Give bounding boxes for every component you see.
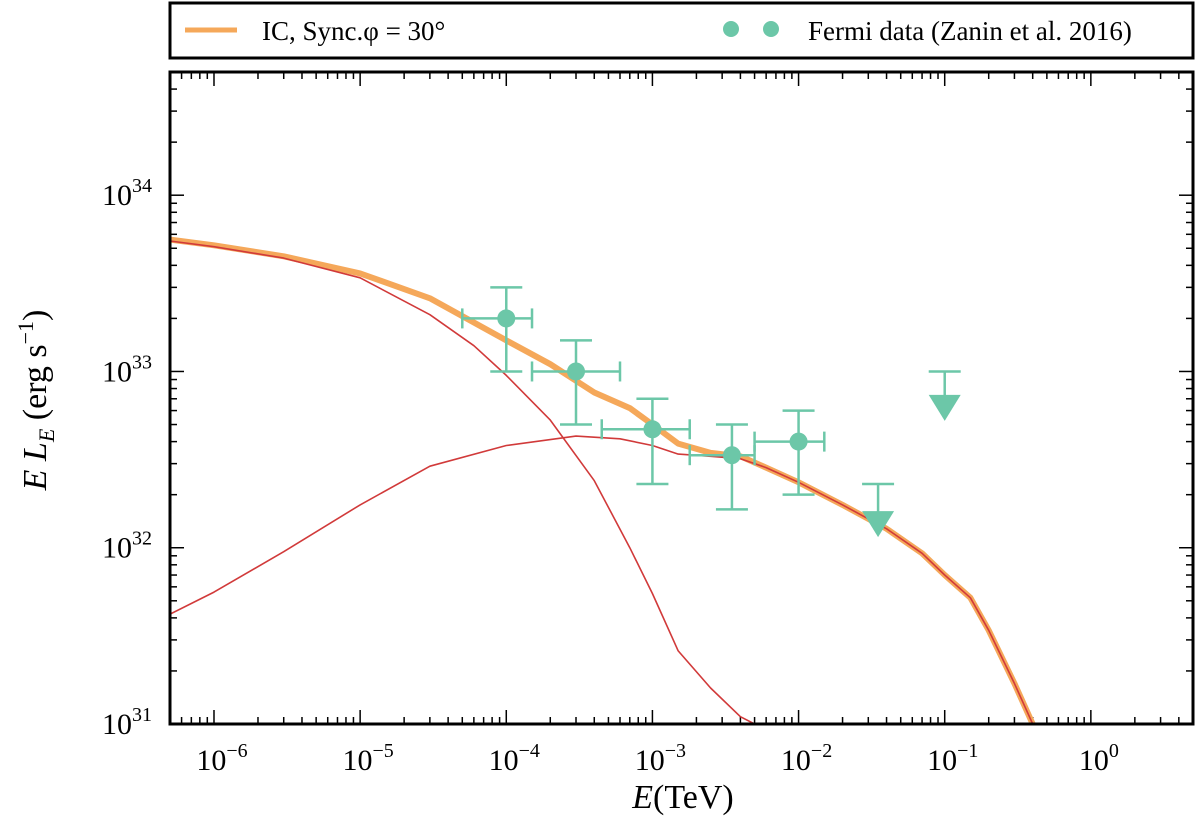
fermi-data-points xyxy=(461,286,961,538)
x-tick-label: 10−6 xyxy=(196,740,247,777)
plot-frame xyxy=(168,70,1195,726)
y-tick-label: 1031 xyxy=(102,704,152,741)
y-axis-title: E LE (erg s−1) xyxy=(13,310,59,492)
fermi-data-point xyxy=(567,362,586,381)
upper-limit-marker xyxy=(928,394,961,421)
y-tick-label: 1032 xyxy=(102,528,152,565)
inverse_compton-component-curve xyxy=(170,435,1034,724)
fermi-data-point xyxy=(497,309,516,328)
upper-limit-marker xyxy=(862,511,895,538)
fermi-data-point xyxy=(789,432,808,451)
x-tick-label: 10−5 xyxy=(342,740,393,777)
legend-label-model: IC, Sync.φ = 30° xyxy=(262,16,445,46)
y-tick-label: 1033 xyxy=(102,351,152,388)
x-tick-label: 10−2 xyxy=(781,740,832,777)
fermi-data-point xyxy=(643,420,662,439)
synchrotron-component-curve xyxy=(170,240,755,724)
x-tick-label: 10−4 xyxy=(489,740,540,777)
x-tick-label: 10−3 xyxy=(635,740,686,777)
fermi-data-point xyxy=(722,446,741,465)
tick-labels: 10−6 10−5 10−4 10−3 10−2 10−1 100 1031 1032 1033 1… xyxy=(102,175,1119,777)
x-tick-label: 10−1 xyxy=(927,740,978,777)
y-tick-label: 1034 xyxy=(102,175,152,212)
legend-marker-dot xyxy=(723,21,739,37)
legend-marker-dot xyxy=(763,21,779,37)
legend: IC, Sync.φ = 30° Fermi data (Zanin et al… xyxy=(168,1,1195,60)
x-tick-label: 100 xyxy=(1079,740,1119,777)
legend-frame xyxy=(168,1,1195,60)
legend-label-data: Fermi data (Zanin et al. 2016) xyxy=(808,16,1132,46)
x-axis-title: E(TeV) xyxy=(631,779,733,816)
model-curves xyxy=(170,236,1036,724)
axis-ticks xyxy=(169,71,1194,725)
total-model-curve xyxy=(170,236,1036,724)
